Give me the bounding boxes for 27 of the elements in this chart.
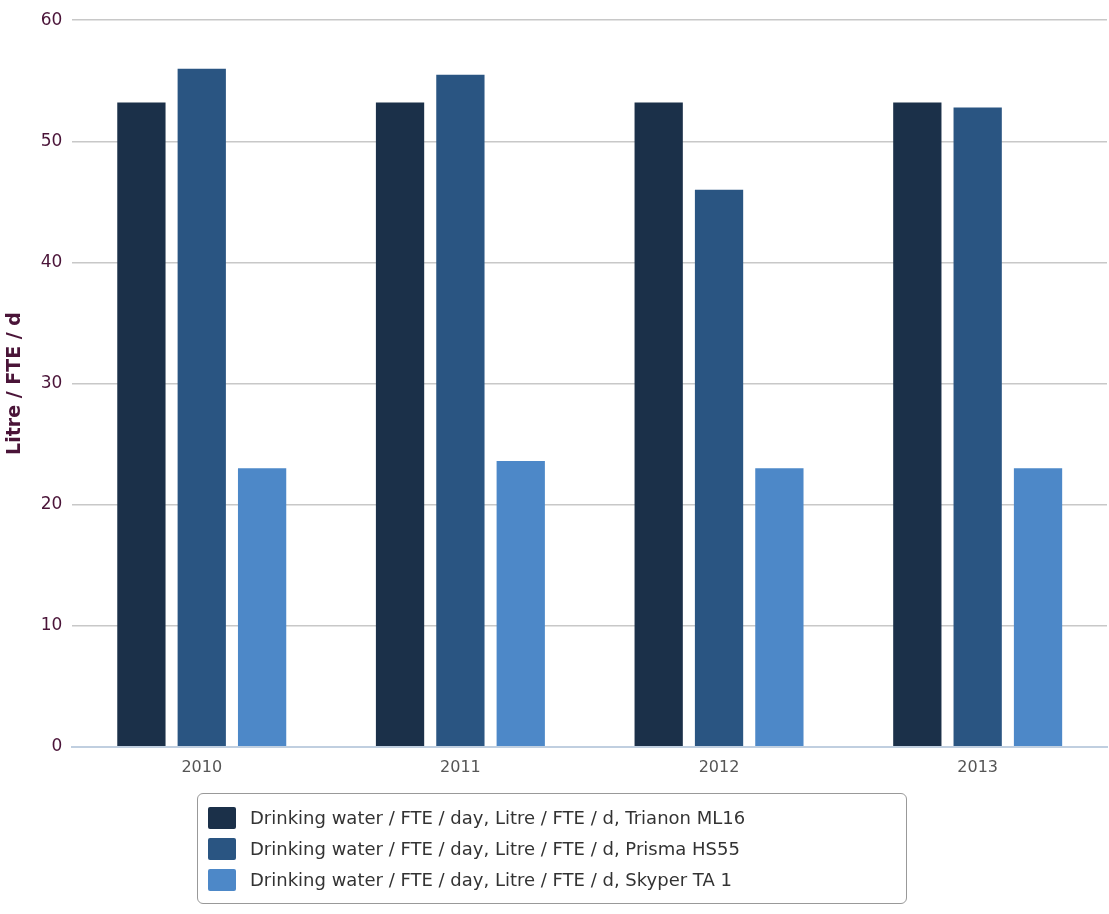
bar [177,68,226,747]
legend-label: Drinking water / FTE / day, Litre / FTE / d, Prisma HS55 [250,838,740,859]
legend-label: Drinking water / FTE / day, Litre / FTE / d, Trianon ML16 [250,807,746,828]
bar [117,102,166,747]
bar [755,468,804,747]
legend-label: Drinking water / FTE / day, Litre / FTE / d, Skyper TA 1 [250,869,732,890]
y-tick-label: 30 [40,371,63,392]
bar [694,189,744,747]
y-tick-label: 0 [51,735,63,756]
x-tick-label: 2013 [957,756,999,776]
x-tick-label: 2012 [698,756,740,776]
x-tick-label: 2011 [440,756,481,776]
y-tick-label: 50 [40,129,63,150]
bar [436,74,485,747]
y-tick-label: 60 [40,8,63,29]
bar [1013,468,1063,747]
y-tick-label: 10 [40,614,63,635]
x-tick-label: 2010 [181,756,223,776]
bar [634,102,683,747]
bar [237,468,287,747]
y-axis-title: Litre / FTE / d [2,312,25,455]
y-tick-label: 20 [40,493,63,514]
bar [953,107,1002,747]
bar [496,461,545,747]
bar [375,102,425,747]
bar [893,102,942,747]
y-tick-label: 40 [40,250,63,271]
